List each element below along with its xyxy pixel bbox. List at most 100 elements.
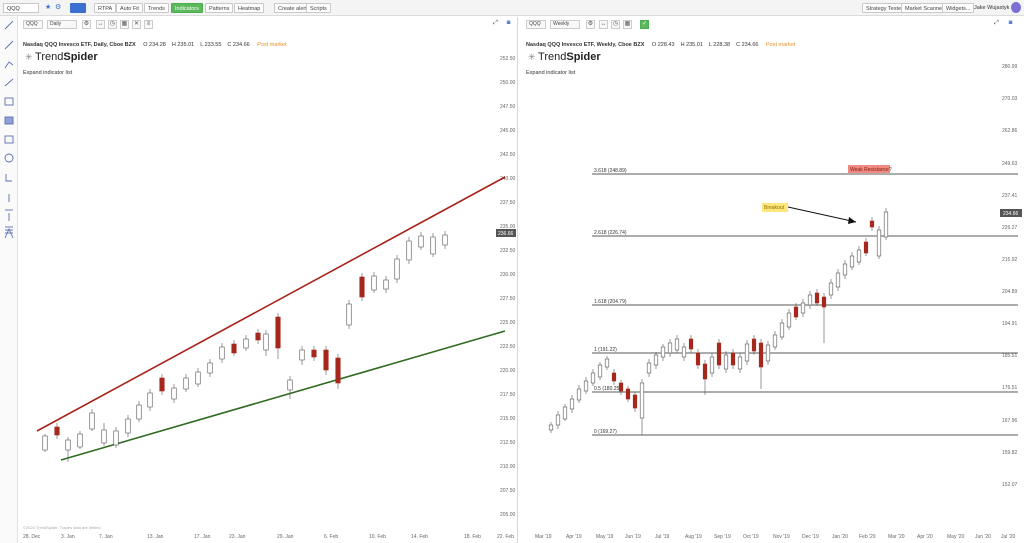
settings-icon[interactable]: ⚙ [586,20,595,29]
price-tick-label: 204.89 [1002,289,1018,295]
brand-b: Spider [566,51,601,63]
timeframe-icon[interactable]: ↔ [96,20,105,29]
top-toolbar: QQQ ★ ⚙ RTPA Auto Fit Trends Indicators … [0,0,1024,16]
fib-level-label: 0.5 (180.25) [594,386,621,392]
date-tick-label: Jun '20 [975,534,991,540]
date-tick-label: 7. Jan [99,534,113,540]
date-tick-label: 28. Dec [23,534,41,540]
candle [653,354,659,366]
daily-chart-panel: QQQ Daily ⚙ ↔ ◷ ▦ ✕ ≡ ⤢ ◙ Nasdaq QQQ Inv… [19,17,517,543]
date-tick-label: 13. Jan [147,534,164,540]
candle [89,412,95,430]
candle [101,429,107,444]
grid-icon[interactable]: ▦ [623,20,632,29]
date-tick-label: Apr '19 [566,534,582,540]
price-tick-label: 227.50 [500,296,516,302]
candle [113,430,119,446]
expand-icon[interactable]: ⤢ [493,20,498,26]
interval-select[interactable]: Daily [47,20,77,29]
date-tick-label: Mar '19 [535,534,552,540]
expand-indicator-link[interactable]: Expand indicator list [23,70,73,76]
rtpa-button[interactable]: RTPA [94,3,117,13]
candle [125,418,131,434]
candle [548,424,554,431]
candle [681,346,687,358]
layout-icon[interactable] [70,3,86,13]
ellipse-tool-icon [4,153,14,163]
candle [569,398,575,410]
timeframe-icon[interactable]: ↔ [599,20,608,29]
weekly-chart-canvas[interactable]: 280.99 270.03 262.86 249.63 237.41 226.27 215.… [518,17,1024,543]
price-tick-label: 212.50 [500,440,516,446]
candle [287,379,293,391]
symbol-select[interactable]: QQQ [526,20,546,29]
camera-icon[interactable]: ◙ [506,20,511,26]
box-tool-icon [4,135,14,144]
patterns-button[interactable]: Patterns [205,3,234,13]
candle [275,316,281,349]
price-tick-label: 217.50 [500,392,516,398]
low-value: L 228.38 [708,42,731,48]
line-tool-icon [4,78,14,87]
candle [807,294,813,306]
candle [159,377,165,392]
candle [632,394,638,409]
weak-resistance-annotation [848,165,890,173]
date-tick-label: 17. Jan [194,534,211,540]
date-tick-label: Aug '19 [685,534,702,540]
trends-button[interactable]: Trends [144,3,169,13]
grid-icon[interactable]: ▦ [120,20,129,29]
clock-icon[interactable]: ◷ [611,20,620,29]
clock-icon[interactable]: ◷ [108,20,117,29]
auto-fit-button[interactable]: Auto Fit [116,3,143,13]
candle [625,388,631,400]
indicators-button[interactable]: Indicators [171,3,203,13]
candle [243,338,249,349]
date-tick-label: Mar '20 [888,534,905,540]
price-tick-label: 232.50 [500,248,516,254]
trendspider-logo: ✳ TrendSpider [25,51,98,63]
date-tick-label: 29. Jan [277,534,294,540]
expand-indicator-link[interactable]: Expand indicator list [526,70,576,76]
current-price-tag [1000,209,1022,217]
open-value: O 228.43 [651,42,675,48]
open-value: O 234.28 [143,42,166,48]
candle [709,356,715,374]
tools-icon[interactable]: ✕ [132,20,141,29]
daily-chart-canvas[interactable]: 252.50 250.00 247.50 245.00 242.50 240.00 237.… [19,17,517,543]
drawing-tools-icons [4,20,14,239]
date-tick-label: Nov '19 [773,534,790,540]
camera-icon[interactable]: ◙ [1008,20,1013,26]
price-tick-label: 280.99 [1002,64,1018,70]
avatar[interactable] [1011,2,1021,13]
price-tick-label: 225.00 [500,320,516,326]
fib-active-icon[interactable]: ✓ [640,20,649,29]
candle [786,312,792,328]
price-tick-label: 252.50 [500,56,516,62]
symbol-select[interactable]: QQQ [23,20,43,29]
heatmap-button[interactable]: Heatmap [234,3,265,13]
candle [604,358,610,368]
gear-icon[interactable]: ⚙ [55,4,62,11]
price-tick-label: 226.27 [1002,225,1018,231]
expand-icon[interactable]: ⤢ [994,20,999,26]
layers-icon[interactable]: ≡ [144,20,153,29]
date-tick-label: Sep '19 [714,534,731,540]
brand-a: Trend [538,51,567,63]
market-scanner-button[interactable]: Market Scanner [901,3,948,13]
symbol-search-input[interactable]: QQQ [3,3,39,13]
candle [263,333,269,351]
date-tick-label: Jun '19 [625,534,641,540]
scripts-button[interactable]: Scripts [306,3,331,13]
low-value: L 233.55 [200,42,222,48]
star-icon[interactable]: ★ [45,4,52,11]
settings-icon[interactable]: ⚙ [82,20,91,29]
candle [219,346,225,360]
widgets-button[interactable]: Widgets... [942,3,975,13]
fib-level-label: 0 (169.27) [594,429,617,435]
candle [849,255,855,268]
brand-b: Spider [63,51,98,63]
current-price-tag [496,229,516,237]
price-tick-label: 237.41 [1002,193,1018,199]
interval-select[interactable]: Weekly [550,20,580,29]
